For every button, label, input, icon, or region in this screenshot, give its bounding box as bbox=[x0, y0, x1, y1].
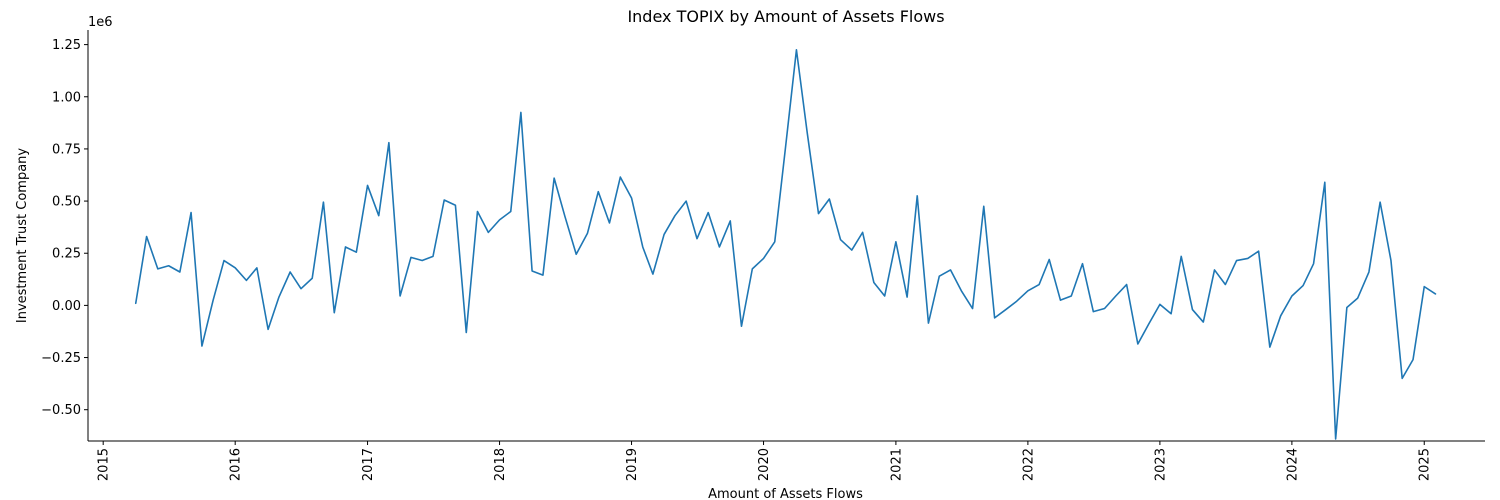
plot-area bbox=[134, 49, 1437, 440]
y-axis-label: Investment Trust Company bbox=[15, 148, 30, 324]
chart-title: Index TOPIX by Amount of Assets Flows bbox=[627, 7, 944, 26]
y-tick-label: 0.00 bbox=[52, 299, 81, 314]
x-axis-label: Amount of Assets Flows bbox=[708, 487, 863, 500]
x-tick-label: 2021 bbox=[889, 448, 904, 481]
x-tick-label: 2024 bbox=[1285, 448, 1300, 481]
y-tick-label: 0.50 bbox=[52, 195, 81, 210]
y-tick-label: −0.25 bbox=[41, 351, 81, 366]
y-tick-label: −0.50 bbox=[41, 403, 81, 418]
y-axis-offset-label: 1e6 bbox=[88, 15, 113, 30]
x-tick-label: 2016 bbox=[229, 448, 244, 481]
x-tick-label: 2019 bbox=[625, 448, 640, 481]
y-tick-label: 1.00 bbox=[52, 90, 81, 105]
x-tick-label: 2025 bbox=[1418, 448, 1433, 481]
x-tick-label: 2023 bbox=[1153, 448, 1168, 481]
x-tick-label: 2015 bbox=[97, 448, 112, 481]
x-tick-label: 2017 bbox=[361, 448, 376, 481]
y-tick-label: 1.25 bbox=[52, 38, 81, 53]
y-tick-label: 0.75 bbox=[52, 142, 81, 157]
y-tick-label: 0.25 bbox=[52, 247, 81, 262]
series-line-0 bbox=[134, 49, 1437, 440]
x-tick-label: 2022 bbox=[1021, 448, 1036, 481]
x-tick-label: 2020 bbox=[757, 448, 772, 481]
y-axis-ticks: −0.50 −0.25 0.00 0.25 0.50 0.75 1.00 1.25 bbox=[41, 38, 88, 418]
x-axis-ticks: 2015 2016 2017 2018 2019 2020 2021 2022 2023 2024… bbox=[97, 441, 1433, 481]
x-tick-label: 2018 bbox=[493, 448, 508, 481]
